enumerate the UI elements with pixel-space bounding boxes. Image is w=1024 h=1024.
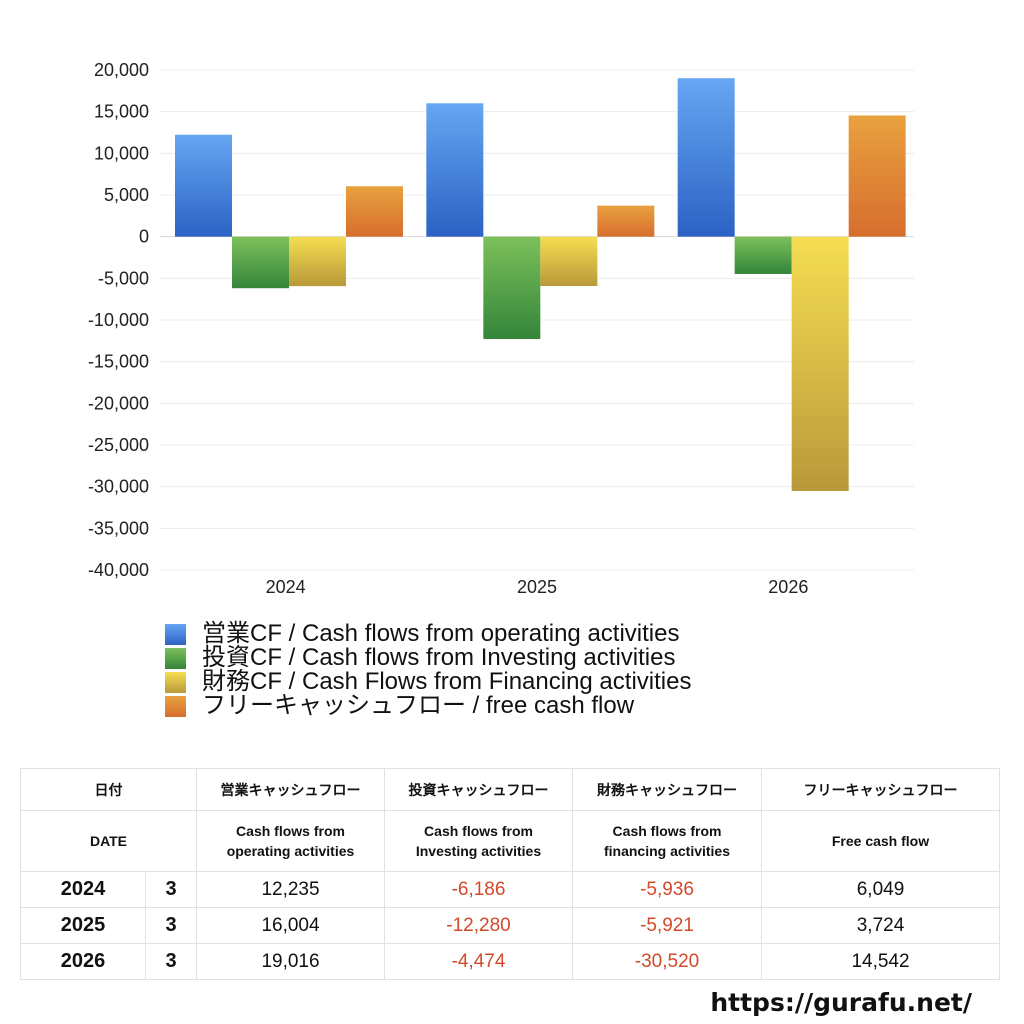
row-investing: -12,280 — [384, 907, 573, 944]
header-operating-en-line2: operating activities — [226, 843, 355, 859]
row-year: 2026 — [20, 943, 146, 980]
legend-swatch-free — [165, 695, 186, 717]
row-financing: -5,921 — [572, 907, 762, 944]
table-row: 2024 3 12,235 -6,186 -5,936 6,049 — [20, 871, 1000, 908]
header-investing-jp: 投資キャッシュフロー — [384, 768, 573, 811]
row-year: 2025 — [20, 907, 146, 944]
bar-free-2025 — [597, 205, 655, 237]
x-axis-category-labels: 2024 2025 2026 — [266, 577, 809, 597]
y-tick-label: -40,000 — [88, 560, 149, 580]
row-month: 3 — [145, 943, 197, 980]
row-investing: -6,186 — [384, 871, 573, 908]
header-date-jp: 日付 — [20, 768, 197, 811]
row-operating: 16,004 — [196, 907, 385, 944]
x-category-label: 2025 — [517, 577, 557, 597]
bar-investing-2026 — [734, 236, 792, 274]
y-axis-tick-labels: 20,000 15,000 10,000 5,000 0 -5,000 -10,000 -15… — [88, 60, 149, 580]
table-row: 2025 3 16,004 -12,280 -5,921 3,724 — [20, 907, 1000, 944]
header-financing-en-line1: Cash flows from — [612, 823, 722, 839]
y-tick-label: -10,000 — [88, 310, 149, 330]
header-investing-en-line2: Investing activities — [415, 843, 542, 859]
legend-label-free: フリーキャッシュフロー / free cash flow — [202, 692, 635, 719]
y-tick-label: 10,000 — [94, 143, 149, 163]
y-tick-label: 15,000 — [94, 102, 149, 122]
y-tick-label: -25,000 — [88, 435, 149, 455]
bar-free-2026 — [848, 115, 906, 237]
site-url: https://gurafu.net/ — [710, 988, 972, 1017]
legend-item-operating: 営業CF / Cash flows from operating activit… — [165, 622, 691, 646]
legend-swatch-investing — [165, 647, 186, 669]
row-operating: 12,235 — [196, 871, 385, 908]
row-investing: -4,474 — [384, 943, 573, 980]
bar-investing-2025 — [483, 236, 541, 339]
row-operating: 19,016 — [196, 943, 385, 980]
y-tick-label: -5,000 — [98, 268, 149, 288]
bar-financing-2026 — [791, 236, 849, 491]
y-tick-label: -15,000 — [88, 352, 149, 372]
row-free: 6,049 — [761, 871, 1000, 908]
legend-swatch-financing — [165, 671, 186, 693]
row-financing: -5,936 — [572, 871, 762, 908]
header-operating-jp: 営業キャッシュフロー — [196, 768, 385, 811]
legend-label-financing: 財務CF / Cash Flows from Financing activit… — [202, 668, 692, 695]
header-free-jp: フリーキャッシュフロー — [761, 768, 1000, 811]
row-year: 2024 — [20, 871, 146, 908]
legend-label-investing: 投資CF / Cash flows from Investing activit… — [202, 644, 676, 671]
chart-legend: 営業CF / Cash flows from operating activit… — [165, 622, 691, 718]
row-financing: -30,520 — [572, 943, 762, 980]
bar-operating-2025 — [426, 103, 484, 237]
bar-financing-2024 — [289, 236, 346, 287]
cash-flow-bar-chart: 20,000 15,000 10,000 5,000 0 -5,000 -10,000 -15… — [88, 60, 914, 597]
header-financing-en: Cash flows from financing activities — [572, 810, 762, 872]
y-tick-label: -20,000 — [88, 393, 149, 413]
header-operating-en: Cash flows from operating activities — [196, 810, 385, 872]
header-financing-jp: 財務キャッシュフロー — [572, 768, 762, 811]
bar-free-2024 — [346, 186, 403, 237]
bars — [175, 78, 906, 491]
bar-operating-2026 — [677, 78, 735, 237]
table-row: 2026 3 19,016 -4,474 -30,520 14,542 — [20, 943, 1000, 980]
x-category-label: 2024 — [266, 577, 306, 597]
y-tick-label: 5,000 — [104, 185, 149, 205]
y-tick-label: -30,000 — [88, 477, 149, 497]
header-operating-en-line1: Cash flows from — [236, 823, 345, 839]
row-month: 3 — [145, 907, 197, 944]
y-tick-label: 20,000 — [94, 60, 149, 80]
header-financing-en-line2: financing activities — [603, 843, 731, 859]
table-header-row-jp: 日付 営業キャッシュフロー 投資キャッシュフロー 財務キャッシュフロー フリーキ… — [20, 768, 1000, 811]
y-tick-label: 0 — [139, 227, 149, 247]
header-free-en: Free cash flow — [761, 810, 1000, 872]
bar-financing-2025 — [540, 236, 598, 287]
legend-item-financing: 財務CF / Cash Flows from Financing activit… — [165, 670, 691, 694]
row-free: 3,724 — [761, 907, 1000, 944]
legend-swatch-operating — [165, 623, 186, 645]
bar-investing-2024 — [232, 236, 289, 289]
row-month: 3 — [145, 871, 197, 908]
cash-flow-table: 日付 営業キャッシュフロー 投資キャッシュフロー 財務キャッシュフロー フリーキ… — [20, 768, 1000, 980]
legend-item-free: フリーキャッシュフロー / free cash flow — [165, 694, 691, 718]
table-header-row-en: DATE Cash flows from operating activities… — [20, 810, 1000, 872]
y-tick-label: -35,000 — [88, 518, 149, 538]
legend-item-investing: 投資CF / Cash flows from Investing activit… — [165, 646, 691, 670]
header-investing-en-line1: Cash flows from — [424, 823, 533, 839]
row-free: 14,542 — [761, 943, 1000, 980]
header-investing-en: Cash flows from Investing activities — [384, 810, 573, 872]
x-category-label: 2026 — [768, 577, 808, 597]
bar-operating-2024 — [175, 134, 232, 237]
header-date-en: DATE — [20, 810, 197, 872]
legend-label-operating: 営業CF / Cash flows from operating activit… — [202, 620, 680, 647]
